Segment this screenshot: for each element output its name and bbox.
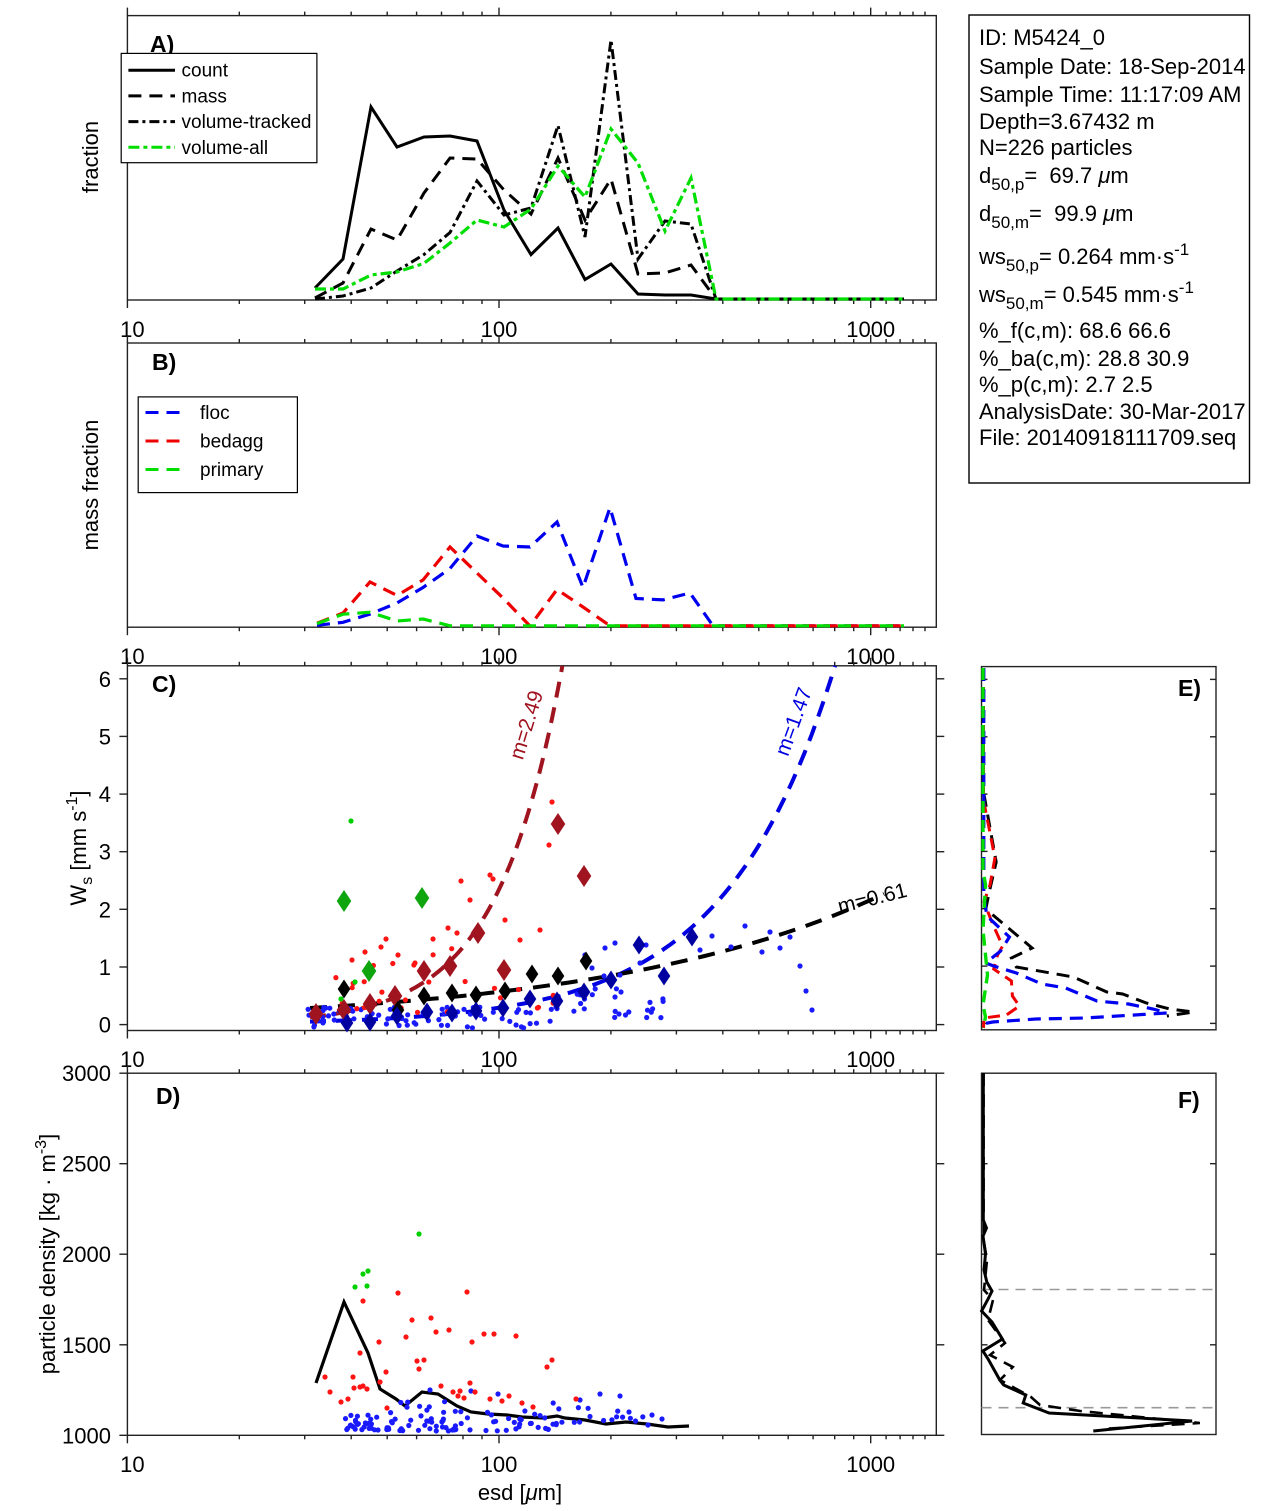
- svg-text:B): B): [152, 349, 176, 375]
- svg-text:mass: mass: [182, 86, 227, 107]
- svg-text:6: 6: [99, 667, 111, 692]
- svg-text:4: 4: [99, 782, 111, 807]
- svg-text:ID: M5424_0: ID: M5424_0: [979, 25, 1105, 50]
- svg-text:File: 20140918111709.seq: File: 20140918111709.seq: [979, 425, 1236, 450]
- svg-text:C): C): [152, 671, 176, 697]
- svg-text:D): D): [156, 1083, 180, 1109]
- svg-text:N=226 particles: N=226 particles: [979, 135, 1132, 160]
- svg-text:1000: 1000: [62, 1423, 111, 1448]
- svg-text:F): F): [1178, 1087, 1200, 1113]
- svg-text:1: 1: [99, 955, 111, 980]
- svg-text:2000: 2000: [62, 1242, 111, 1267]
- svg-text:%_ba(c,m): 28.8 30.9: %_ba(c,m): 28.8 30.9: [979, 346, 1189, 371]
- svg-text:Sample Date: 18-Sep-2014: Sample Date: 18-Sep-2014: [979, 54, 1246, 79]
- svg-text:10: 10: [120, 1452, 144, 1477]
- svg-text:floc: floc: [200, 403, 230, 424]
- svg-text:primary: primary: [200, 460, 264, 481]
- svg-text:count: count: [182, 61, 229, 82]
- svg-text:particle density [kg · m-3]: particle density [kg · m-3]: [33, 1134, 60, 1374]
- svg-text:A): A): [150, 31, 174, 57]
- svg-text:3000: 3000: [62, 1061, 111, 1086]
- svg-text:E): E): [1178, 675, 1201, 701]
- svg-text:1500: 1500: [62, 1333, 111, 1358]
- svg-text:0: 0: [99, 1013, 111, 1038]
- svg-text:%_p(c,m): 2.7 2.5: %_p(c,m): 2.7 2.5: [979, 372, 1153, 397]
- svg-text:Sample Time: 11:17:09 AM: Sample Time: 11:17:09 AM: [979, 82, 1242, 107]
- svg-text:bedagg: bedagg: [200, 432, 263, 453]
- svg-text:%_f(c,m): 68.6 66.6: %_f(c,m): 68.6 66.6: [979, 318, 1171, 343]
- svg-text:AnalysisDate: 30-Mar-2017: AnalysisDate: 30-Mar-2017: [979, 399, 1246, 424]
- svg-text:2500: 2500: [62, 1152, 111, 1177]
- svg-text:volume-all: volume-all: [182, 138, 269, 159]
- svg-text:2: 2: [99, 897, 111, 922]
- svg-text:3: 3: [99, 840, 111, 865]
- svg-text:fraction: fraction: [78, 121, 103, 193]
- svg-text:5: 5: [99, 724, 111, 749]
- svg-text:10: 10: [120, 317, 144, 342]
- svg-text:100: 100: [481, 1452, 518, 1477]
- svg-text:10: 10: [120, 644, 144, 669]
- svg-text:esd [μm]: esd [μm]: [478, 1480, 562, 1505]
- svg-text:volume-tracked: volume-tracked: [182, 112, 312, 133]
- svg-text:Depth=3.67432 m: Depth=3.67432 m: [979, 109, 1155, 134]
- svg-text:1000: 1000: [846, 1452, 895, 1477]
- svg-text:10: 10: [120, 1047, 144, 1072]
- svg-text:mass fraction: mass fraction: [78, 420, 103, 551]
